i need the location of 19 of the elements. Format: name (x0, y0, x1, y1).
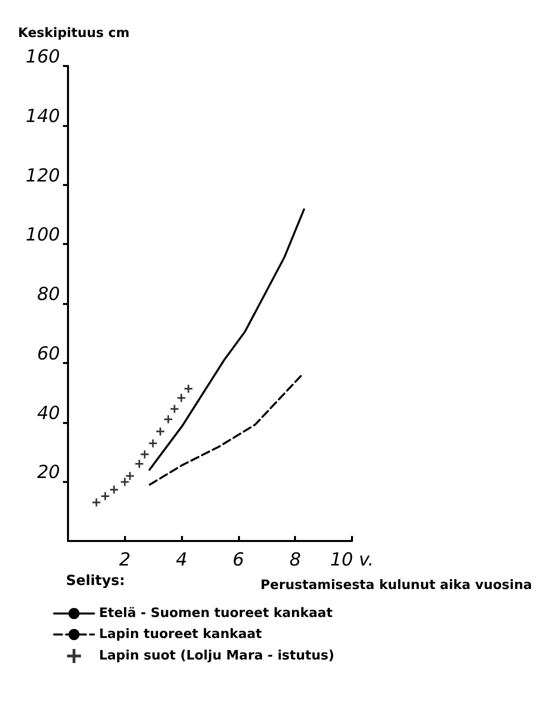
x-tick-label: 6 (232, 550, 244, 570)
x-tick-label: 2 (119, 550, 131, 570)
y-tick-label: 140 (26, 106, 60, 127)
y-tick-label: 160 (26, 46, 60, 68)
legend-label: Etelä - Suomen tuoreet kankaat (99, 606, 333, 621)
x-tick-label: 10 v. (330, 550, 374, 570)
x-tick-label: 4 (176, 550, 188, 570)
legend-title: Selitys: (66, 573, 125, 589)
y-axis-title: Keskipituus cm (18, 26, 130, 41)
y-tick-label: 40 (37, 402, 60, 424)
y-tick-label: 100 (26, 224, 60, 246)
x-tick-label: 8 (289, 550, 301, 570)
y-tick-label: 20 (37, 462, 60, 484)
y-tick-label: 120 (26, 165, 60, 186)
y-tick-label: 60 (37, 343, 60, 364)
legend-label: Lapin suot (Lolju Mara - istutus) (99, 648, 334, 664)
y-tick-label: 80 (37, 284, 60, 305)
legend-label: Lapin tuoreet kankaat (99, 627, 262, 642)
x-axis-title: Perustamisesta kulunut aika vuosina (260, 578, 532, 593)
